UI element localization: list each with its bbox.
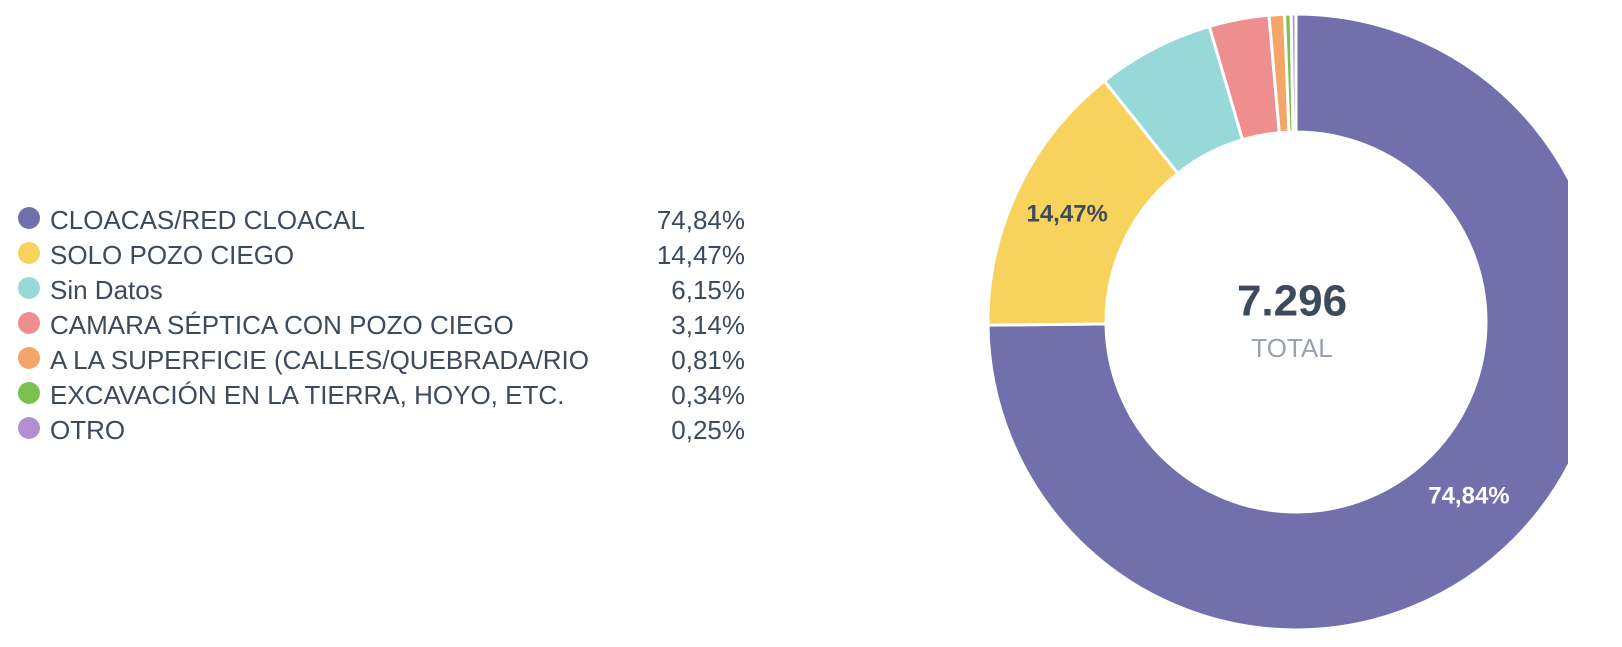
legend-value: 0,34% xyxy=(671,380,745,410)
center-label: TOTAL xyxy=(1251,333,1332,363)
legend-swatch xyxy=(18,382,40,404)
slice xyxy=(1289,12,1298,134)
legend-swatch xyxy=(18,312,40,334)
legend-value: 3,14% xyxy=(671,310,745,340)
legend-value: 0,25% xyxy=(671,415,745,445)
center-value: 7.296 xyxy=(1237,277,1347,326)
legend-label: A LA SUPERFICIE (CALLES/QUEBRADA/RIO xyxy=(50,345,589,375)
donut: 74,84% 14,47% xyxy=(986,12,1568,632)
legend-swatch xyxy=(18,207,40,229)
legend-swatch xyxy=(18,347,40,369)
legend-label: OTRO xyxy=(50,415,125,445)
legend-label: CAMARA SÉPTICA CON POZO CIEGO xyxy=(50,310,514,340)
legend-value: 0,81% xyxy=(671,345,745,375)
slice-label: 14,47% xyxy=(1026,200,1107,227)
legend: CLOACAS/RED CLOACAL 74,84% SOLO POZO CIEGO… xyxy=(18,205,745,445)
legend-value: 74,84% xyxy=(657,205,745,235)
legend-label: Sin Datos xyxy=(50,275,163,305)
legend-swatch xyxy=(18,417,40,439)
legend-swatch xyxy=(18,277,40,299)
slice-label: 74,84% xyxy=(1428,483,1509,510)
legend-label: SOLO POZO CIEGO xyxy=(50,240,294,270)
legend-swatch xyxy=(18,242,40,264)
slice xyxy=(986,12,1568,632)
legend-label: EXCAVACIÓN EN LA TIERRA, HOYO, ETC. xyxy=(50,380,564,410)
legend-value: 14,47% xyxy=(657,240,745,270)
legend-value: 6,15% xyxy=(671,275,745,305)
legend-label: CLOACAS/RED CLOACAL xyxy=(50,205,365,235)
